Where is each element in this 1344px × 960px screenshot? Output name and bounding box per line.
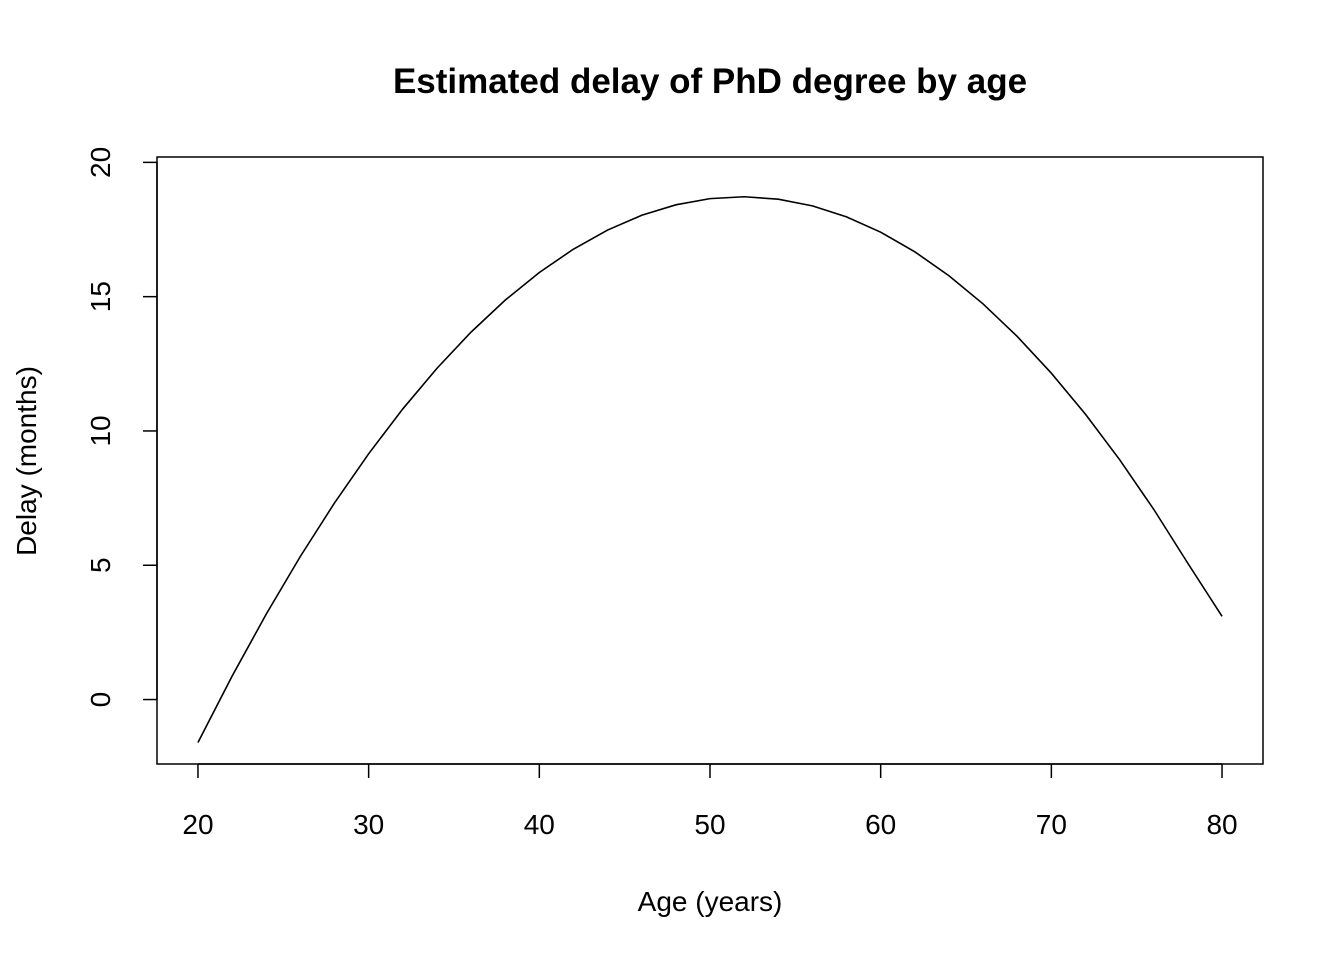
plot-area-frame bbox=[156, 156, 1264, 765]
y-tick-label: 15 bbox=[85, 281, 116, 312]
y-tick-label: 0 bbox=[85, 692, 116, 708]
y-tick-label: 5 bbox=[85, 557, 116, 573]
x-tick-label: 30 bbox=[353, 809, 384, 840]
x-axis-label: Age (years) bbox=[638, 886, 783, 917]
x-tick-label: 20 bbox=[182, 809, 213, 840]
x-tick-label: 70 bbox=[1036, 809, 1067, 840]
x-tick-label: 50 bbox=[694, 809, 725, 840]
series-line bbox=[197, 195, 1223, 743]
x-axis: 20 30 40 50 60 70 80 bbox=[182, 763, 1238, 840]
y-tick-label: 10 bbox=[85, 415, 116, 446]
y-axis: 0 5 10 15 20 bbox=[85, 147, 158, 708]
x-tick-label: 60 bbox=[865, 809, 896, 840]
chart-title: Estimated delay of PhD degree by age bbox=[393, 62, 1027, 101]
y-axis-label: Delay (months) bbox=[11, 366, 42, 556]
x-tick-label: 80 bbox=[1206, 809, 1237, 840]
x-tick-label: 40 bbox=[524, 809, 555, 840]
y-tick-label: 20 bbox=[85, 147, 116, 178]
